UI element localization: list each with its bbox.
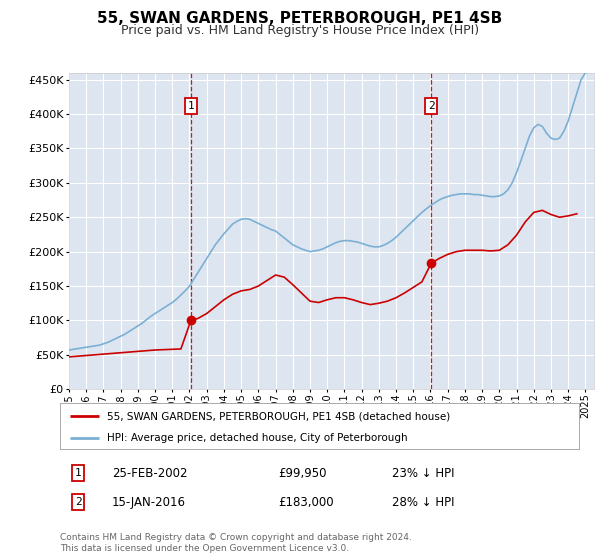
Text: 2: 2 [428, 101, 434, 111]
Text: 23% ↓ HPI: 23% ↓ HPI [392, 466, 455, 480]
Text: 55, SWAN GARDENS, PETERBOROUGH, PE1 4SB (detached house): 55, SWAN GARDENS, PETERBOROUGH, PE1 4SB … [107, 411, 450, 421]
Text: 15-JAN-2016: 15-JAN-2016 [112, 496, 186, 509]
Text: 25-FEB-2002: 25-FEB-2002 [112, 466, 187, 480]
Text: 28% ↓ HPI: 28% ↓ HPI [392, 496, 455, 509]
Text: 55, SWAN GARDENS, PETERBOROUGH, PE1 4SB: 55, SWAN GARDENS, PETERBOROUGH, PE1 4SB [97, 11, 503, 26]
Text: HPI: Average price, detached house, City of Peterborough: HPI: Average price, detached house, City… [107, 433, 407, 442]
Text: Price paid vs. HM Land Registry's House Price Index (HPI): Price paid vs. HM Land Registry's House … [121, 24, 479, 37]
Text: £99,950: £99,950 [278, 466, 326, 480]
Text: 2: 2 [75, 497, 82, 507]
Text: £183,000: £183,000 [278, 496, 334, 509]
Text: Contains HM Land Registry data © Crown copyright and database right 2024.
This d: Contains HM Land Registry data © Crown c… [60, 533, 412, 553]
Text: 1: 1 [75, 468, 82, 478]
Text: 1: 1 [187, 101, 194, 111]
